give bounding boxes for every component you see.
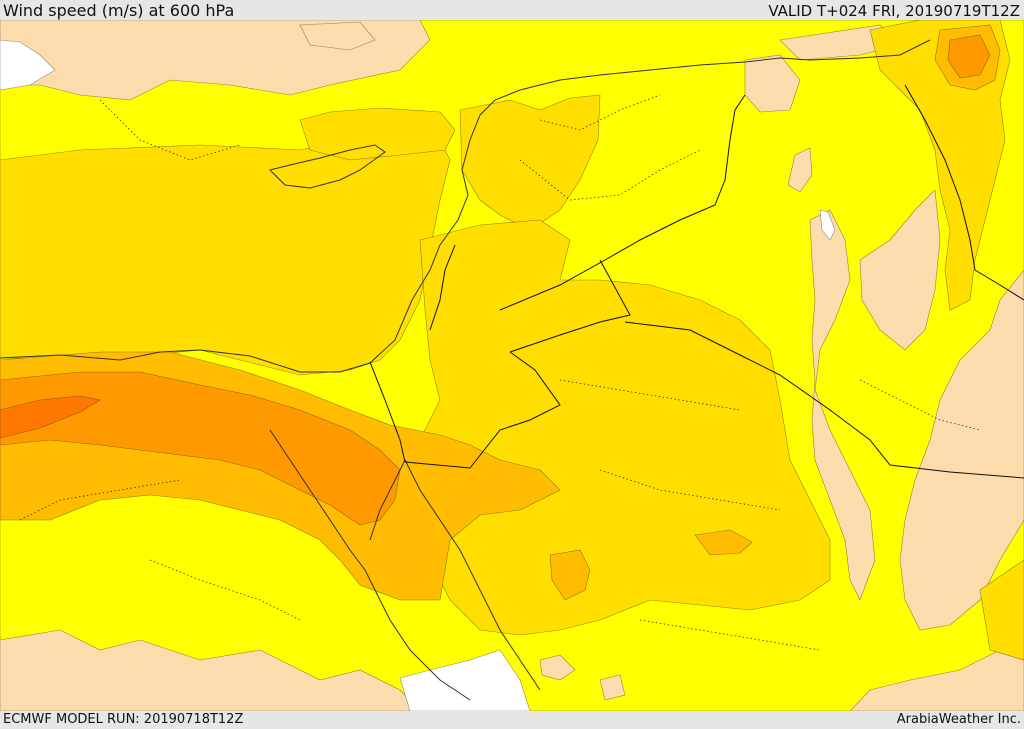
calm-region-north <box>299 21 376 51</box>
coastline-red-sea-east <box>404 459 541 691</box>
coastline-sinai <box>369 459 406 541</box>
province-boundary-3 <box>559 379 741 411</box>
province-boundary-1 <box>99 99 241 161</box>
coastline-cyprus <box>269 144 386 189</box>
calm-region-east <box>899 269 1024 631</box>
border-jordan-west <box>404 351 561 469</box>
map-area <box>0 20 1024 711</box>
map-title: Wind speed (m/s) at 600 hPa <box>3 1 235 20</box>
calm-region-southwest <box>0 629 421 711</box>
strong-region-northeast <box>947 34 991 79</box>
coastline-egypt-levant <box>0 39 931 373</box>
coastline-red-sea-west <box>269 429 471 701</box>
calm-region-east-mid <box>859 189 941 351</box>
no-data-northwest <box>0 39 56 91</box>
moderate-region-syria <box>459 94 601 231</box>
header-bar: Wind speed (m/s) at 600 hPa VALID T+024 … <box>0 0 1024 20</box>
footer-bar: ECMWF MODEL RUN: 20190718T12Z ArabiaWeat… <box>0 711 1024 729</box>
model-run-label: ECMWF MODEL RUN: 20190718T12Z <box>3 712 244 727</box>
moderate-region-northeast-band <box>869 20 1011 311</box>
fresh-region-arabia <box>694 529 753 556</box>
border-saudi-jordan <box>509 259 631 353</box>
calm-region-southeast <box>849 639 1024 711</box>
valid-time: VALID T+024 FRI, 20190719T12Z <box>768 2 1020 20</box>
border-iran <box>904 84 1024 301</box>
strong-region-egypt <box>0 371 401 526</box>
calm-region-east-strip <box>809 209 876 601</box>
moderate-region-mediterranean <box>0 134 451 376</box>
province-boundary-6 <box>149 559 301 621</box>
calm-region-red-sea <box>539 654 576 681</box>
no-data-lake <box>819 209 836 241</box>
fresh-region-jordan <box>549 549 591 601</box>
province-boundary-8 <box>639 619 821 651</box>
calm-region-small-east <box>787 147 813 193</box>
province-boundary-2 <box>519 149 701 201</box>
border-iraq <box>499 94 746 311</box>
border-egypt-sinai <box>369 361 406 463</box>
border-levant <box>429 244 456 331</box>
moderate-region-south-east <box>979 559 1024 661</box>
province-boundary-9 <box>539 94 661 131</box>
border-saudi-iraq-kuwait <box>624 321 1024 479</box>
no-data-south <box>399 649 531 711</box>
very-strong-core <box>0 395 101 439</box>
credit-label: ArabiaWeather Inc. <box>896 712 1021 727</box>
calm-region-red-sea-south <box>599 674 626 701</box>
